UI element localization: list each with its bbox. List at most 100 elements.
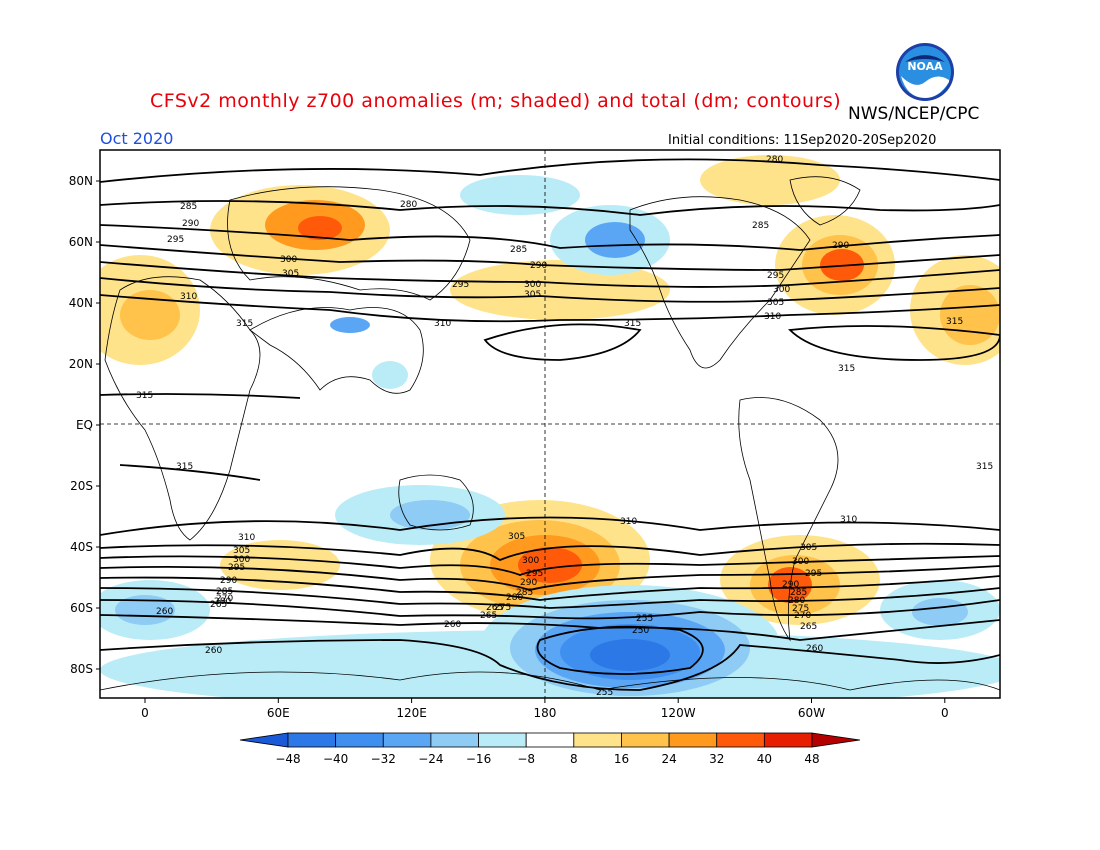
colorbar-label: 8 (570, 752, 578, 766)
contour-label: 305 (767, 298, 784, 308)
colorbar-label: −48 (275, 752, 300, 766)
contour-label: 300 (522, 556, 539, 566)
latitude-label: EQ (76, 418, 93, 432)
contour-label: 290 (782, 580, 799, 590)
contour-label: 315 (946, 317, 963, 327)
contour-label: 285 (180, 202, 197, 212)
contour-label: 300 (280, 255, 297, 265)
colorbar-upper-arrow (811, 732, 861, 748)
longitude-label: 120E (396, 706, 427, 720)
contour-label: 275 (792, 604, 809, 614)
initial-conditions: Initial conditions: 11Sep2020-20Sep2020 (668, 133, 937, 148)
map-frame (99, 149, 1001, 699)
contour-label: 255 (596, 688, 613, 698)
forecast-period: Oct 2020 (100, 129, 174, 148)
colorbar-label: −24 (418, 752, 443, 766)
contour-label: 315 (838, 364, 855, 374)
contour-label: 305 (524, 290, 541, 300)
contour-label: 290 (182, 219, 199, 229)
axis-ticks (96, 180, 946, 703)
colorbar-label: 48 (804, 752, 819, 766)
reference-lines (100, 150, 1000, 698)
contour-label: 305 (800, 543, 817, 553)
colorbar-segment (573, 732, 622, 748)
noaa-logo: NOAA (895, 42, 955, 102)
longitude-label: 0 (941, 706, 949, 720)
contour-label: 295 (526, 569, 543, 579)
contour-label: 300 (233, 555, 250, 565)
contour-label: 285 (752, 221, 769, 231)
longitude-label: 0 (141, 706, 149, 720)
contour-label: 255 (636, 614, 653, 624)
colorbar-label: −40 (323, 752, 348, 766)
colorbar-segment (478, 732, 527, 748)
agency-label: NWS/NCEP/CPC (848, 104, 980, 124)
contour-label: 280 (214, 597, 231, 607)
longitude-label: 60W (798, 706, 825, 720)
contour-label: 300 (773, 285, 790, 295)
contour-label: 280 (788, 596, 805, 606)
colorbar-label: 40 (757, 752, 772, 766)
latitude-label: 60N (69, 235, 93, 249)
contour-label: 280 (400, 200, 417, 210)
longitude-labels: 0 60E 120E 180 120W 60W 0 (141, 706, 948, 720)
colorbar-segment (525, 732, 575, 748)
colorbar-label: 24 (661, 752, 676, 766)
contour-label: 295 (452, 280, 469, 290)
contour-label: 270 (794, 611, 811, 621)
colorbar-segment (716, 732, 765, 748)
contour-label: 265 (210, 600, 227, 610)
contour-label: 260 (205, 646, 222, 656)
contour-label: 315 (976, 462, 993, 472)
longitude-label: 120W (661, 706, 696, 720)
contour-label: 300 (524, 280, 541, 290)
contour-label: 265 (486, 603, 503, 613)
contour-label: 290 (220, 576, 237, 586)
latitude-label: 40S (70, 540, 93, 554)
colorbar-segment (621, 732, 670, 748)
contour-label: 295 (228, 563, 245, 573)
contour-label: 290 (832, 241, 849, 251)
contour-label: 300 (792, 557, 809, 567)
latitude-labels: 80N 60N 40N 20N EQ 20S 40S 60S 80S (69, 174, 93, 676)
contour-label: 285 (216, 587, 233, 597)
longitude-label: 180 (533, 706, 556, 720)
map-title: CFSv2 monthly z700 anomalies (m; shaded)… (150, 90, 842, 112)
colorbar-segment (335, 732, 384, 748)
contour-label: 280 (766, 155, 783, 165)
contour-label: 250 (632, 626, 649, 636)
latitude-label: 20S (70, 479, 93, 493)
contour-label: 260 (444, 620, 461, 630)
contour-label: 260 (806, 644, 823, 654)
contour-lines (100, 158, 1000, 691)
latitude-label: 80S (70, 662, 93, 676)
contour-label: 315 (176, 462, 193, 472)
contour-label: 310 (764, 312, 781, 322)
contour-label: 305 (233, 546, 250, 556)
latitude-label: 60S (70, 601, 93, 615)
colorbar-segment (763, 732, 813, 748)
colorbar-label: 16 (614, 752, 629, 766)
contour-label: 310 (434, 319, 451, 329)
contour-label: 285 (516, 588, 533, 598)
colorbar-label: −16 (466, 752, 491, 766)
contour-label: 260 (156, 607, 173, 617)
contour-label: 310 (620, 517, 637, 527)
longitude-label: 60E (267, 706, 290, 720)
contour-label: 310 (238, 533, 255, 543)
logo-text: NOAA (907, 60, 943, 73)
contour-label: 285 (790, 588, 807, 598)
colorbar-label: −8 (517, 752, 535, 766)
contour-label: 290 (520, 578, 537, 588)
latitude-label: 80N (69, 174, 93, 188)
contour-label: 305 (508, 532, 525, 542)
contour-label: 265 (800, 622, 817, 632)
contour-label: 295 (167, 235, 184, 245)
contour-label: 305 (282, 269, 299, 279)
colorbar-label: 32 (709, 752, 724, 766)
contour-label: 315 (136, 391, 153, 401)
contour-label: 275 (494, 603, 511, 613)
contour-label: 295 (805, 569, 822, 579)
contour-label: 280 (506, 593, 523, 603)
